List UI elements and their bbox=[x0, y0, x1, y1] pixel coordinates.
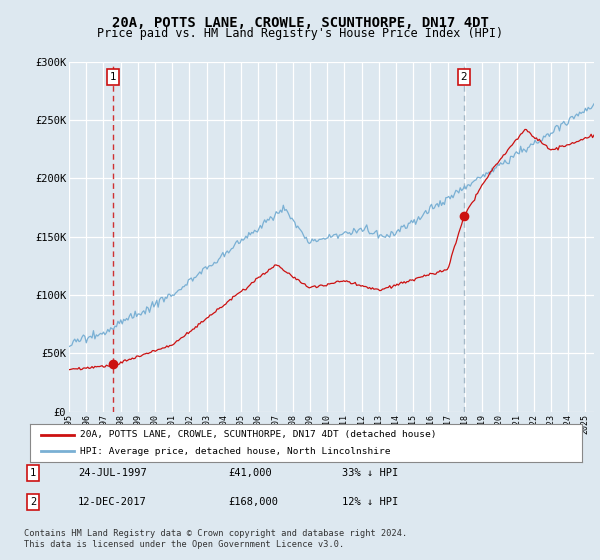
Text: HPI: Average price, detached house, North Lincolnshire: HPI: Average price, detached house, Nort… bbox=[80, 447, 390, 456]
Text: 20A, POTTS LANE, CROWLE, SCUNTHORPE, DN17 4DT (detached house): 20A, POTTS LANE, CROWLE, SCUNTHORPE, DN1… bbox=[80, 430, 436, 439]
Text: Contains HM Land Registry data © Crown copyright and database right 2024.
This d: Contains HM Land Registry data © Crown c… bbox=[24, 529, 407, 549]
Text: 24-JUL-1997: 24-JUL-1997 bbox=[78, 468, 147, 478]
Text: Price paid vs. HM Land Registry's House Price Index (HPI): Price paid vs. HM Land Registry's House … bbox=[97, 27, 503, 40]
Text: 33% ↓ HPI: 33% ↓ HPI bbox=[342, 468, 398, 478]
Text: 20A, POTTS LANE, CROWLE, SCUNTHORPE, DN17 4DT: 20A, POTTS LANE, CROWLE, SCUNTHORPE, DN1… bbox=[112, 16, 488, 30]
Text: 12% ↓ HPI: 12% ↓ HPI bbox=[342, 497, 398, 507]
Text: 2: 2 bbox=[461, 72, 467, 82]
Text: £168,000: £168,000 bbox=[228, 497, 278, 507]
Text: 2: 2 bbox=[30, 497, 36, 507]
Text: 1: 1 bbox=[30, 468, 36, 478]
Text: 1: 1 bbox=[110, 72, 116, 82]
Text: 12-DEC-2017: 12-DEC-2017 bbox=[78, 497, 147, 507]
Text: £41,000: £41,000 bbox=[228, 468, 272, 478]
